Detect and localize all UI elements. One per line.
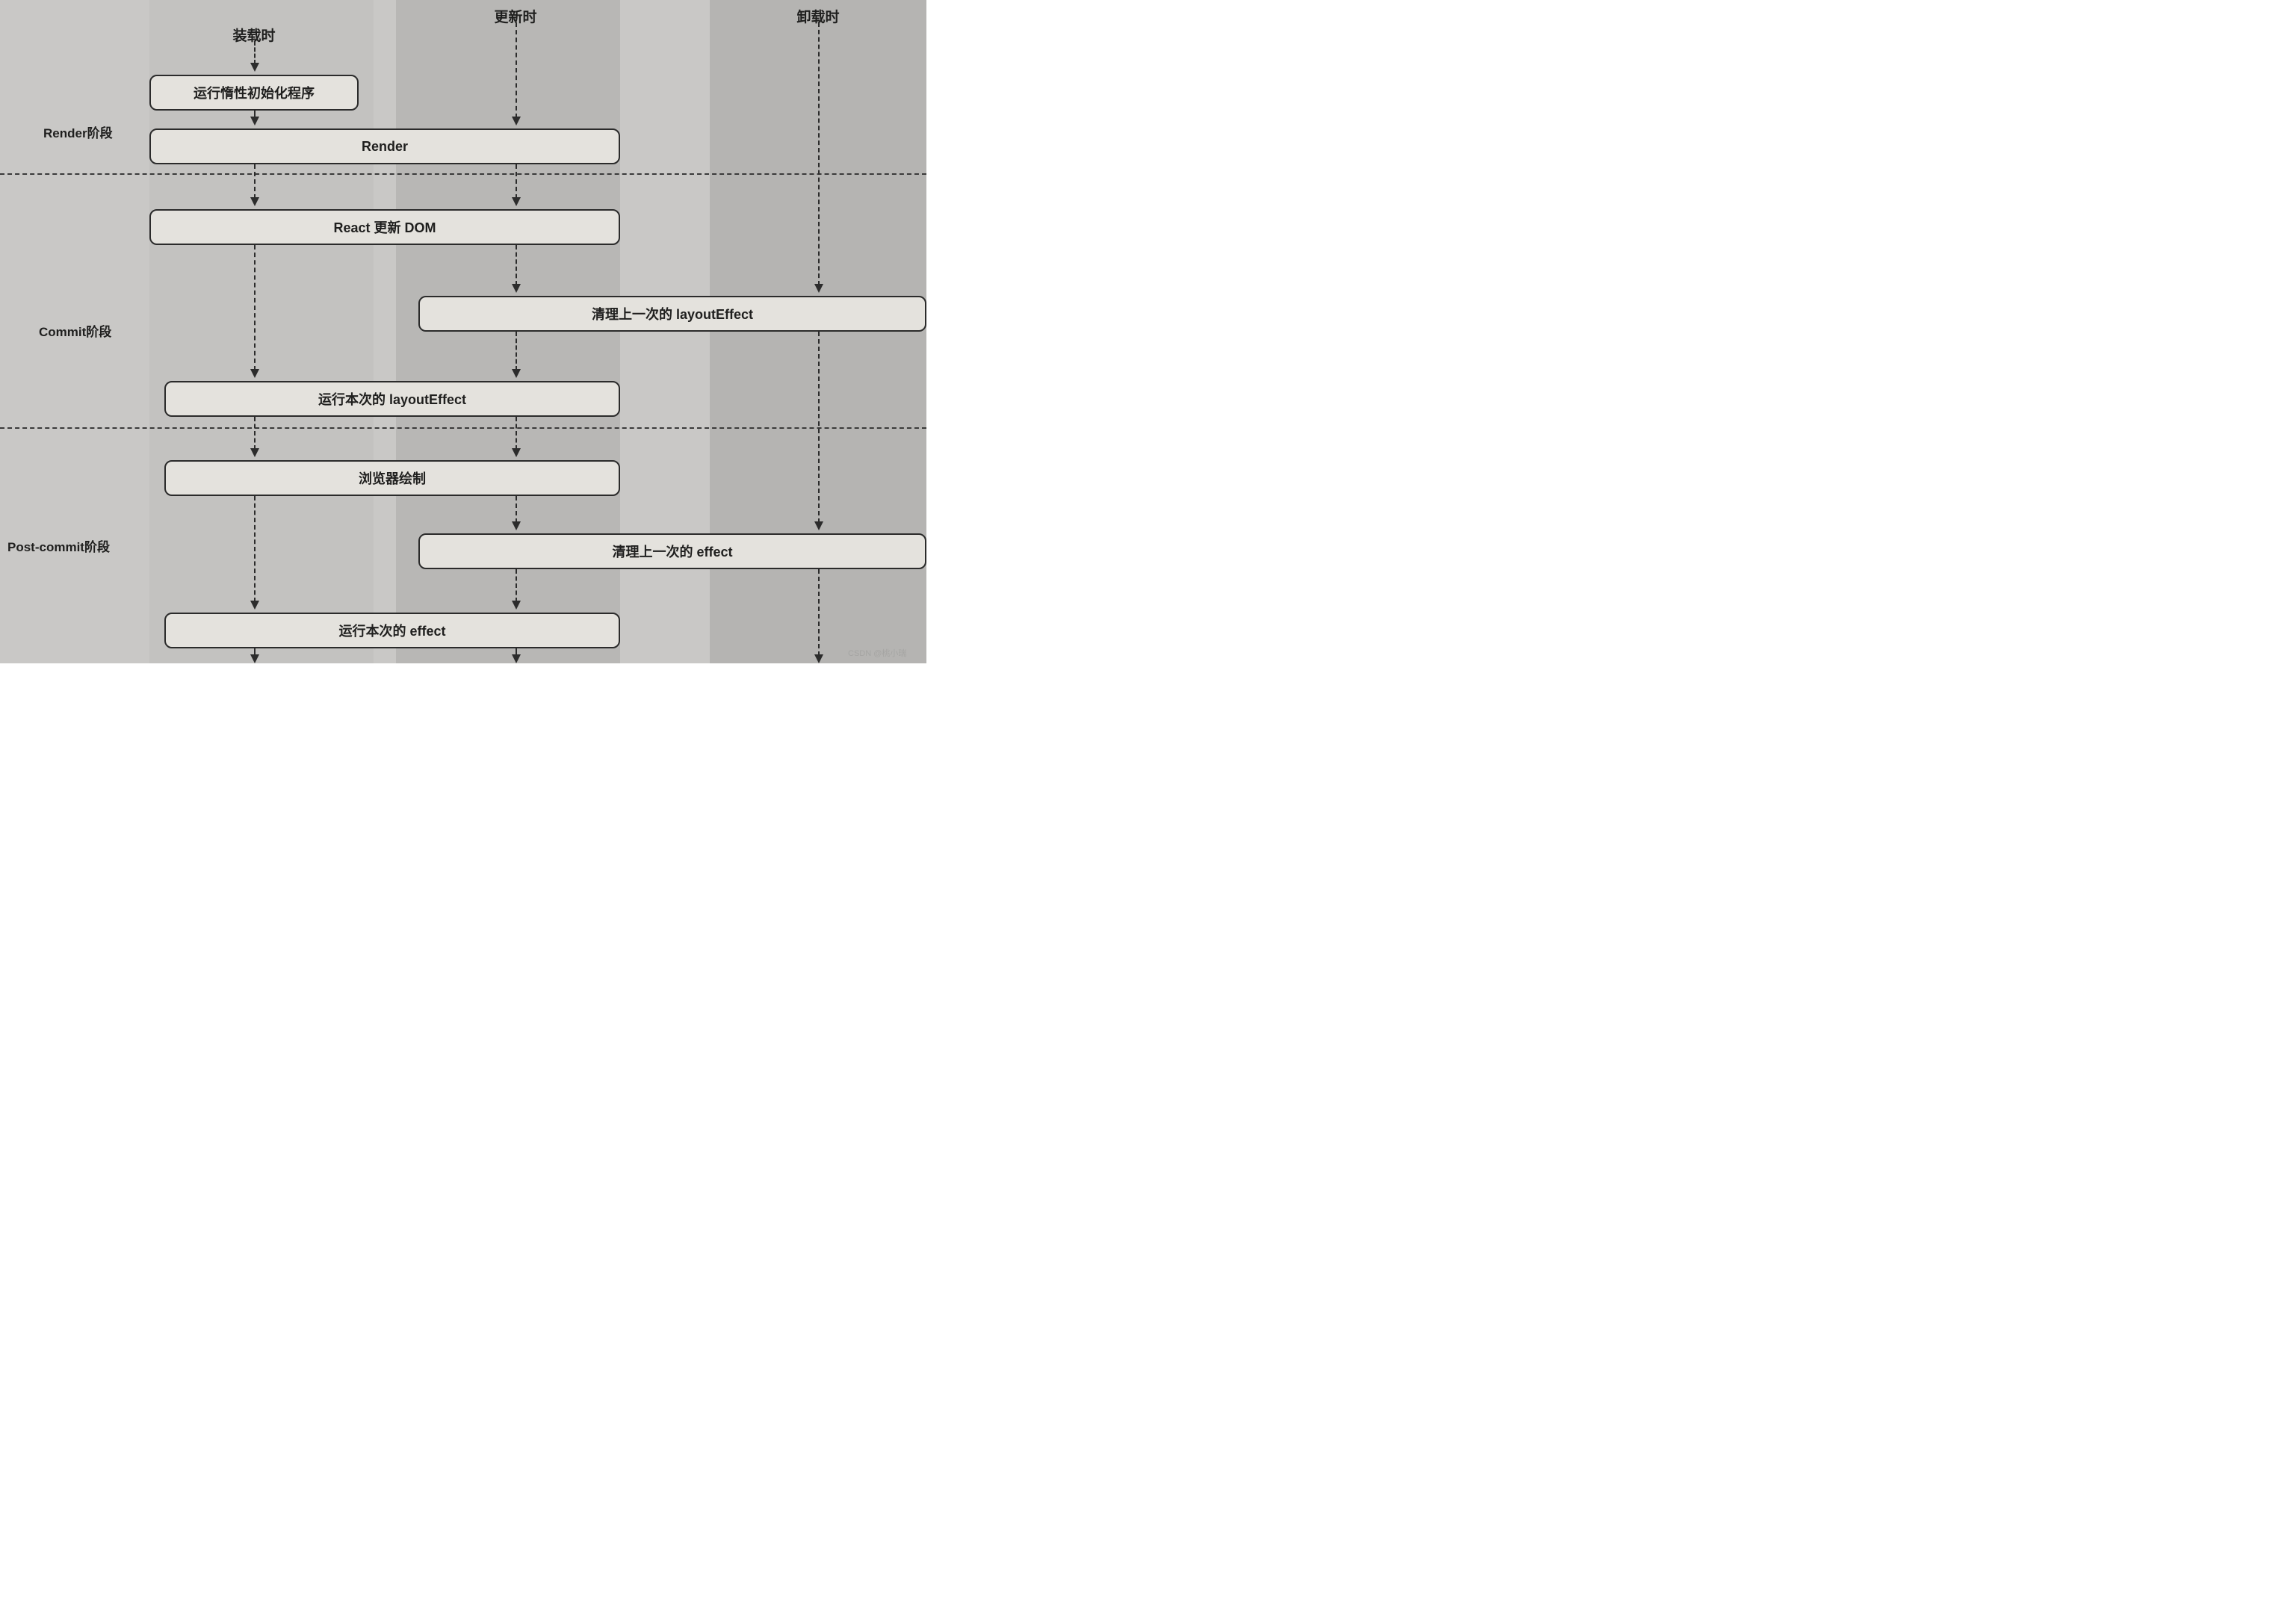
arrow-head-x-cleaneffect-down (814, 654, 823, 663)
arrow-head-u-cleanlayout-run (512, 369, 521, 378)
node-render: Render (149, 128, 620, 164)
phase-label-render: Render阶段 (43, 123, 113, 141)
arrow-head-u-render-dom (512, 197, 521, 206)
phase-divider-d2 (0, 427, 926, 429)
node-browser-paint: 浏览器绘制 (164, 460, 620, 496)
arrow-shaft-x-top-cleanlayout (818, 22, 820, 285)
node-react-dom: React 更新 DOM (149, 209, 620, 245)
diagram-canvas: 装载时更新时卸载时Render阶段Commit阶段Post-commit阶段运行… (0, 0, 926, 663)
arrow-head-u-runlayout-paint (512, 448, 521, 457)
arrow-shaft-u-cleaneffect-run (516, 569, 517, 602)
arrow-shaft-m-dom-runlayout (254, 245, 256, 371)
arrow-shaft-x-cleaneffect-down (818, 569, 820, 656)
arrow-shaft-u-top-render (516, 22, 517, 118)
arrow-shaft-m-top-lazy (254, 41, 256, 64)
arrow-head-m-paint-runeffect (250, 601, 259, 610)
arrow-shaft-u-dom-cleanlayout (516, 245, 517, 285)
node-run-layout: 运行本次的 layoutEffect (164, 381, 620, 417)
arrow-head-x-top-cleanlayout (814, 284, 823, 293)
arrow-head-u-dom-cleanlayout (512, 284, 521, 293)
arrow-head-m-runeffect-down (250, 654, 259, 663)
arrow-head-u-runeffect-down (512, 654, 521, 663)
node-lazy-init: 运行惰性初始化程序 (149, 75, 359, 111)
phase-label-commit: Commit阶段 (39, 321, 111, 340)
node-clean-effect: 清理上一次的 effect (418, 533, 926, 569)
arrow-head-m-lazy-render (250, 117, 259, 125)
phase-label-post-commit: Post-commit阶段 (7, 536, 110, 555)
arrow-head-u-paint-cleaneffect (512, 521, 521, 530)
arrow-shaft-m-paint-runeffect (254, 496, 256, 602)
watermark: CSDN @桃小瑞 (848, 647, 906, 659)
arrow-head-u-cleaneffect-run (512, 601, 521, 610)
arrow-shaft-m-runlayout-paint (254, 417, 256, 450)
arrow-shaft-u-paint-cleaneffect (516, 496, 517, 523)
arrow-head-m-render-dom (250, 197, 259, 206)
arrow-head-m-dom-runlayout (250, 369, 259, 378)
arrow-head-m-top-lazy (250, 63, 259, 72)
arrow-shaft-x-cleanlayout-clean (818, 332, 820, 523)
arrow-shaft-u-render-dom (516, 164, 517, 199)
arrow-head-u-top-render (512, 117, 521, 125)
node-run-effect: 运行本次的 effect (164, 613, 620, 648)
arrow-head-m-runlayout-paint (250, 448, 259, 457)
node-clean-layout: 清理上一次的 layoutEffect (418, 296, 926, 332)
arrow-shaft-m-render-dom (254, 164, 256, 199)
phase-divider-d1 (0, 173, 926, 175)
arrow-shaft-u-cleanlayout-run (516, 332, 517, 371)
arrow-shaft-u-runlayout-paint (516, 417, 517, 450)
arrow-head-x-cleanlayout-clean (814, 521, 823, 530)
